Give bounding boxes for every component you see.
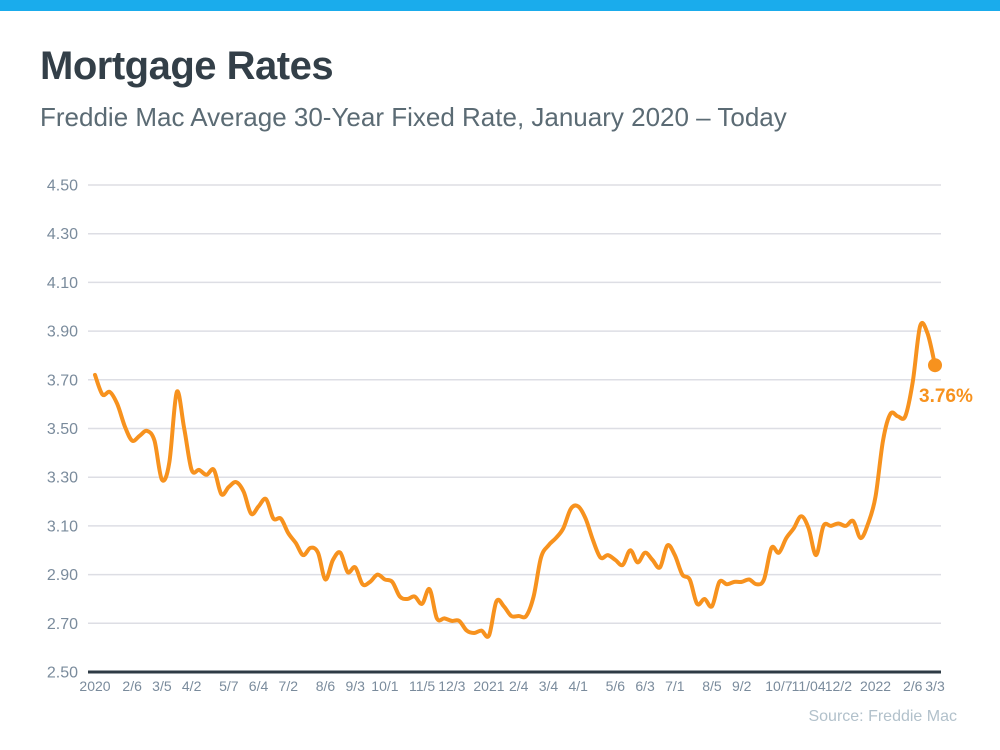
x-tick-label: 7/2 — [279, 678, 299, 694]
endpoint-label: 3.76% — [919, 386, 973, 407]
x-tick-label: 12/2 — [825, 678, 852, 694]
rate-line — [93, 321, 937, 639]
y-tick-label: 3.30 — [47, 470, 78, 487]
x-tick-label: 3/4 — [539, 678, 559, 694]
x-tick-label: 2/6 — [122, 678, 142, 694]
x-tick-label: 6/3 — [635, 678, 655, 694]
y-tick-label: 2.90 — [47, 567, 78, 584]
x-tick-label: 2021 — [473, 678, 504, 694]
x-tick-label: 5/6 — [606, 678, 626, 694]
y-tick-label: 3.90 — [47, 324, 78, 341]
x-tick-label: 2/6 — [903, 678, 923, 694]
x-tick-label: 4/2 — [182, 678, 202, 694]
chart-title: Mortgage Rates — [40, 44, 334, 88]
y-tick-label: 4.30 — [47, 226, 78, 243]
x-tick-label: 9/2 — [732, 678, 752, 694]
x-tick-label: 12/3 — [438, 678, 465, 694]
top-accent-bar — [0, 0, 1000, 11]
x-tick-label: 11/5 — [409, 678, 435, 694]
y-tick-label: 4.50 — [47, 178, 78, 195]
x-tick-label: 11/04 — [792, 678, 826, 694]
y-tick-label: 4.10 — [47, 275, 78, 292]
x-tick-label: 9/3 — [345, 678, 365, 694]
x-tick-label: 10/7 — [765, 678, 792, 694]
x-tick-label: 5/7 — [219, 678, 239, 694]
chart-subtitle: Freddie Mac Average 30-Year Fixed Rate, … — [40, 102, 787, 132]
x-tick-label: 10/1 — [371, 678, 398, 694]
x-tick-label: 3/3 — [925, 678, 945, 694]
x-tick-label: 8/5 — [702, 678, 722, 694]
x-tick-label: 4/1 — [568, 678, 588, 694]
x-tick-label: 7/1 — [665, 678, 685, 694]
x-tick-label: 6/4 — [249, 678, 269, 694]
y-tick-label: 3.50 — [47, 421, 78, 438]
x-tick-label: 2022 — [860, 678, 891, 694]
source-note: Source: Freddie Mac — [808, 708, 957, 725]
x-tick-label: 3/5 — [152, 678, 172, 694]
x-tick-label: 8/6 — [316, 678, 336, 694]
y-tick-label: 2.50 — [47, 665, 78, 682]
y-tick-label: 3.70 — [47, 372, 78, 389]
y-tick-label: 3.10 — [47, 518, 78, 535]
endpoint-dot — [928, 358, 942, 373]
y-tick-label: 2.70 — [47, 616, 78, 633]
x-tick-label: 2/4 — [509, 678, 529, 694]
x-tick-label: 2020 — [79, 678, 110, 694]
